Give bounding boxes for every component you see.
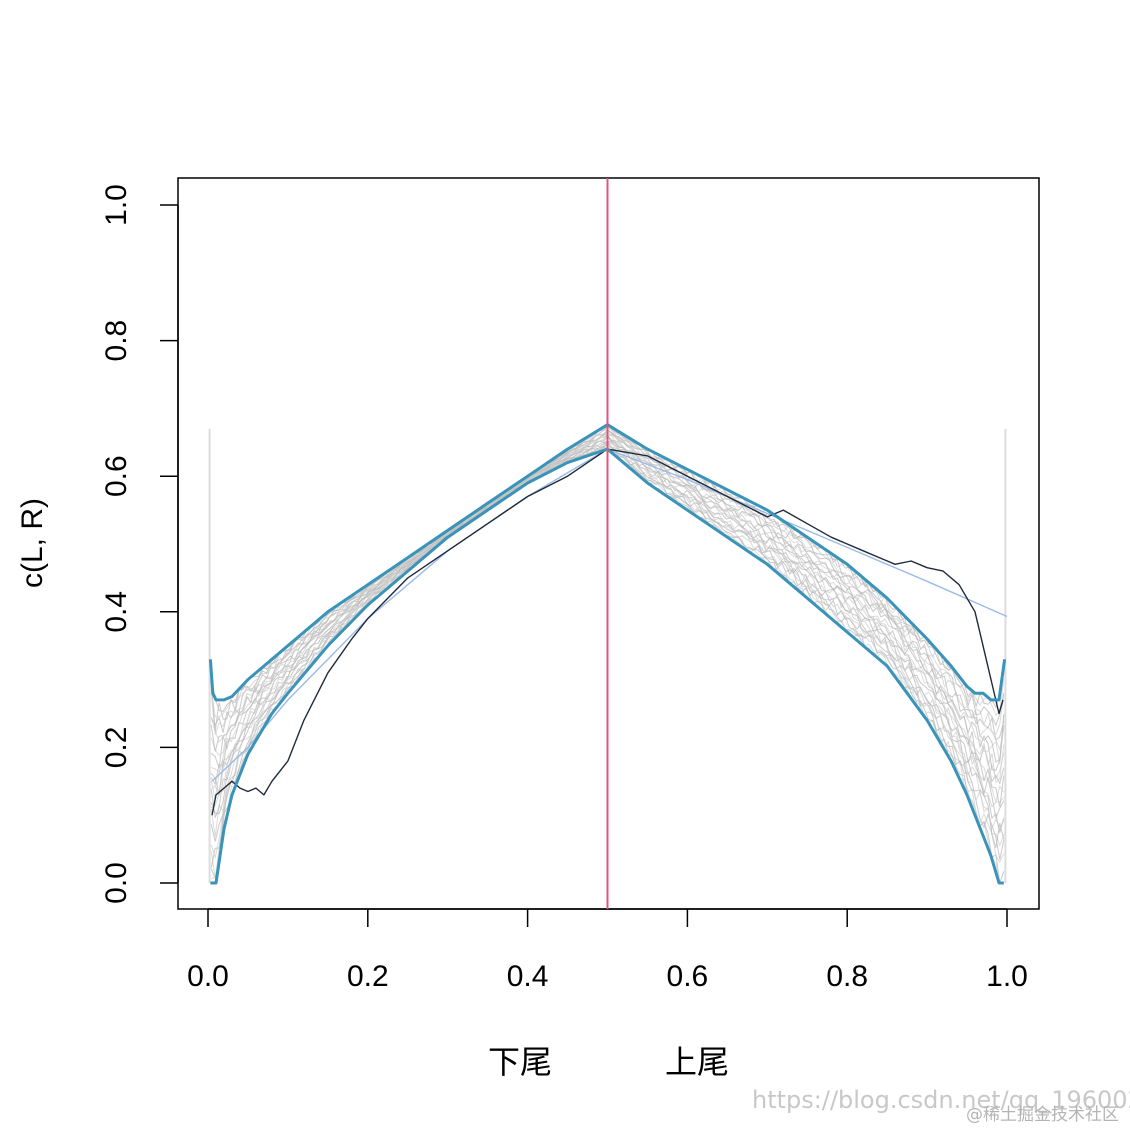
y-axis: 0.0 0.2 0.4 0.6 0.8 1.0 <box>100 184 179 904</box>
x-tick-label: 0.6 <box>667 960 709 993</box>
y-axis-title: c(L, R) <box>16 498 49 588</box>
y-tick-label: 0.4 <box>100 591 133 633</box>
x-tick-label: 0.0 <box>187 960 229 993</box>
lower-envelope-line <box>210 447 1004 885</box>
series-layer <box>208 423 1008 885</box>
x-tick-label: 0.4 <box>507 960 549 993</box>
x-tick-label: 0.8 <box>826 960 868 993</box>
watermark-site: @稀土掘金技术社区 <box>966 1105 1119 1125</box>
x-tick-label: 0.2 <box>347 960 389 993</box>
y-tick-label: 0.0 <box>100 862 133 904</box>
y-tick-label: 1.0 <box>100 184 133 226</box>
x-tick-label: 1.0 <box>986 960 1028 993</box>
x-axis: 0.0 0.2 0.4 0.6 0.8 1.0 <box>187 908 1028 993</box>
lower-tail-label: 下尾 <box>488 1043 552 1081</box>
empirical-line <box>211 448 1004 816</box>
upper-tail-label: 上尾 <box>665 1043 729 1081</box>
y-tick-label: 0.2 <box>100 727 133 769</box>
watermark-url: https://blog.csdn.net/qq_19600291 <box>752 1086 1130 1114</box>
y-tick-label: 0.8 <box>100 320 133 362</box>
y-tick-label: 0.6 <box>100 455 133 497</box>
